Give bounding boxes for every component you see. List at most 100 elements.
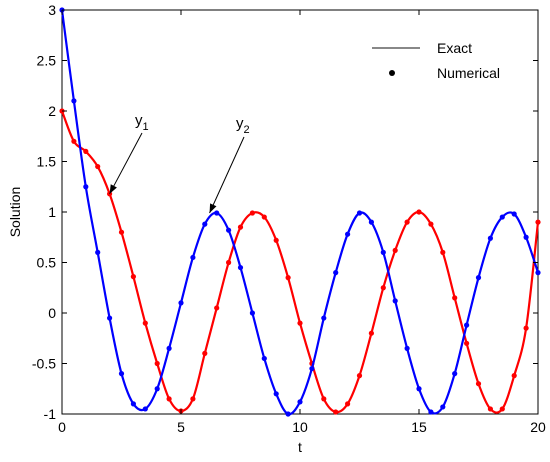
series-2-numerical-point [285,411,291,417]
legend-entry-label: Numerical [437,65,500,81]
series-2-numerical-point [237,264,244,271]
series-1-numerical-point [273,237,279,243]
series-2-numerical-point [452,371,458,377]
series-1-numerical-point [285,275,291,281]
x-axis-label: t [298,439,302,455]
series-2-numerical-point [214,210,220,216]
y-tick-label: 1 [48,204,56,220]
series-1-numerical-point [214,305,220,311]
series-2-numerical-point [130,401,136,407]
series-2-numerical-point [309,365,315,372]
series-1-numerical-point [202,350,208,356]
series-2-numerical-point [166,345,172,351]
annotation-arrowhead [209,203,217,214]
series-2-numerical-point [535,270,541,276]
series-1-numerical-point [130,274,136,280]
series-2-numerical-point [333,270,339,276]
series-2-numerical-point [511,211,517,217]
series-1-numerical-point [499,406,505,412]
series-1-numerical-point [511,373,517,379]
series-2-numerical-point [428,409,434,415]
series-1-numerical-point [83,148,89,154]
x-tick-label: 10 [292,419,308,435]
series-layer [59,7,541,417]
series-1-numerical-point [487,406,493,412]
series-2-numerical-point [321,315,327,321]
series-2-numerical-point [273,391,279,397]
series-2-numerical-point [118,371,125,377]
y-tick-label: 1.5 [37,154,57,170]
series-2-numerical-point [416,386,422,392]
series-2-numerical-point [475,275,482,281]
series-2-numerical-point [392,298,398,304]
series-2-numerical-point [368,219,374,225]
series-2-numerical-point [154,386,160,392]
plot-frame [61,9,539,415]
series-1-numerical-point [523,325,529,331]
series-1-numerical-point [440,249,446,255]
series-1-numerical-point [142,320,148,326]
series-1-numerical-point [452,295,458,301]
series-2-numerical-point [142,406,148,412]
y-tick-label: 0.5 [37,255,57,271]
y-tick-label: 2.5 [37,53,57,69]
series-2-numerical-point [356,210,363,216]
series-1-numerical-point [95,163,101,170]
y-tick-label: 2 [48,103,56,119]
series-2-numerical-point [261,355,267,362]
series-2-numerical-point [297,399,303,405]
series-1-numerical-point [404,219,410,225]
series-2-numerical-point [95,249,101,255]
series-1-numerical-point [416,209,422,215]
legend: Exact Numerical [372,40,500,81]
series-2-numerical-point [249,310,255,316]
series-1-numerical-point [368,330,374,336]
series-1-numerical-point [118,229,125,235]
y-tick-label: -1 [44,406,57,422]
series-1-numerical-point [333,409,339,415]
series-2-numerical-point [464,322,470,328]
series-1-numerical-point [475,381,482,387]
series-1-exact-line [60,110,540,414]
legend-entry-label: Exact [437,40,472,56]
series-2-numerical-point [404,345,410,351]
series-2-numerical-point [345,231,351,237]
series-1-numerical-point [237,224,244,230]
x-tick-label: 20 [530,419,546,435]
legend-dot-swatch [389,70,395,76]
series-1-numerical-point [380,285,386,291]
annotation-arrowhead [109,184,117,194]
series-2-numerical-point [523,234,529,240]
annotation-arrow [209,136,245,214]
y-tick-label: 3 [48,2,56,18]
series-1-numerical-point [392,247,398,253]
series-1-numerical-point [249,210,255,216]
series-1-numerical-point [190,396,196,402]
series-1-numerical-point [356,373,363,379]
series-2-numerical-point [190,254,196,261]
series-1-numerical-point [71,138,77,144]
series-1-numerical-point [166,396,172,402]
series-1-numerical-point [428,221,434,227]
series-2-numerical-point [107,315,113,321]
x-tick-label: 0 [58,419,66,435]
series-2-numerical-point [202,221,208,227]
series-2-numerical-point [487,235,493,241]
x-tick-label: 5 [177,419,185,435]
series-2-numerical-point [226,227,232,233]
series-2-numerical-point [499,214,505,220]
series-1-numerical-point [154,360,160,367]
series-2-numerical-point [71,98,77,104]
series-2-numerical-point [178,300,184,306]
annotation-arrow [109,132,143,195]
series-1-numerical-point [464,340,470,346]
series-2-numerical-point [380,249,386,255]
series-2-numerical-point [440,404,446,410]
series-1-numerical-point [535,219,541,225]
series-1-numerical-point [226,259,232,266]
y-axis-label: Solution [7,187,23,238]
y-tick-label: -0.5 [32,356,56,372]
series-1-numerical-point [261,214,267,220]
series-2-numerical-point [83,184,89,190]
